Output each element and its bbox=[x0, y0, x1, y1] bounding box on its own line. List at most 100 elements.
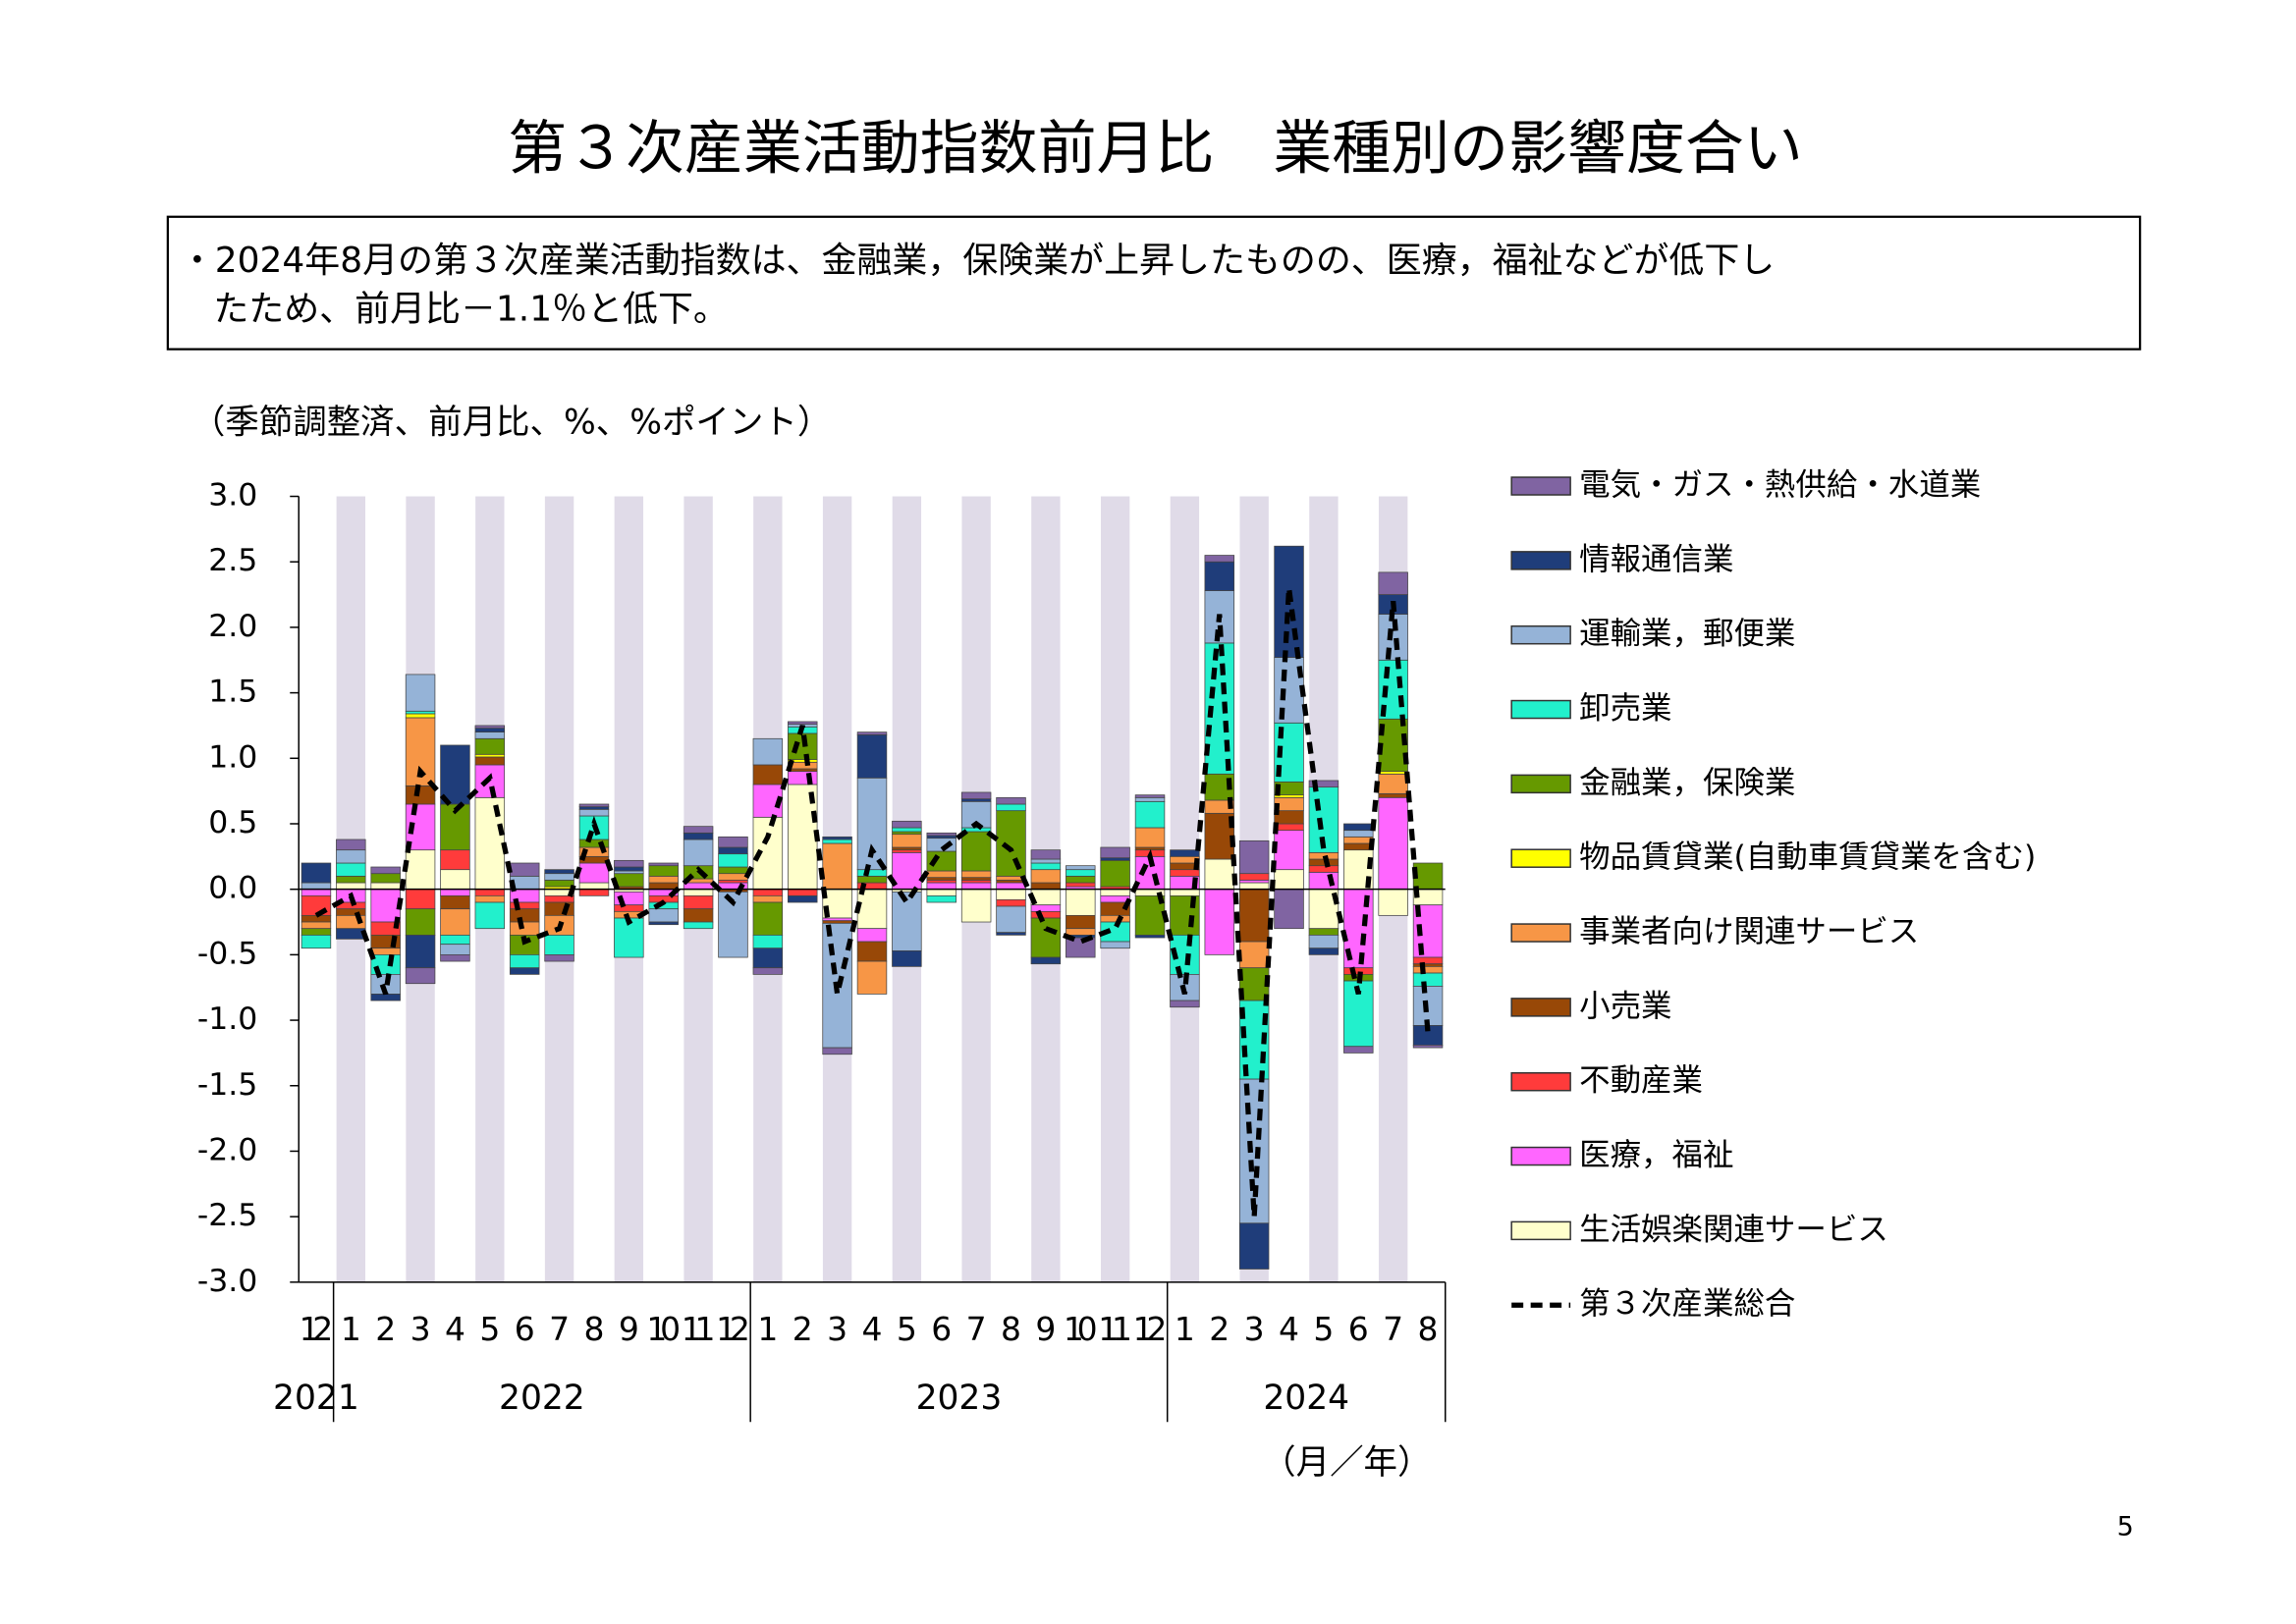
legend-label: 生活娯楽関連サービス bbox=[1579, 1212, 1888, 1247]
bar-segment bbox=[474, 796, 506, 891]
bar-segment bbox=[1378, 796, 1408, 891]
legend-label: 不動産業 bbox=[1579, 1063, 1703, 1099]
bar-segment bbox=[1066, 914, 1096, 930]
bar-segment bbox=[822, 842, 852, 891]
bar-segment bbox=[856, 889, 888, 930]
legend-label: 医療，福祉 bbox=[1579, 1138, 1733, 1173]
bar-segment bbox=[1378, 792, 1408, 798]
bar-segment bbox=[892, 849, 922, 853]
x-tick-label: 8 bbox=[1001, 1310, 1021, 1348]
bar-segment bbox=[648, 875, 679, 884]
bar-segment bbox=[996, 879, 1026, 884]
bar-segment bbox=[1238, 889, 1270, 943]
bar-segment bbox=[892, 827, 922, 833]
bar-segment bbox=[440, 944, 470, 955]
bar-segment bbox=[544, 873, 574, 881]
y-tick-label: 2.0 bbox=[208, 609, 257, 644]
bar-segment bbox=[960, 870, 992, 879]
bar-segment bbox=[996, 803, 1026, 812]
bar-segment bbox=[683, 826, 714, 834]
summary-box bbox=[166, 215, 2142, 351]
y-tick-label: 1.0 bbox=[208, 739, 257, 775]
bar-segment bbox=[1378, 771, 1408, 775]
legend-swatch bbox=[1510, 848, 1571, 868]
bar-segment bbox=[474, 731, 506, 739]
bar-segment bbox=[1066, 882, 1096, 888]
x-tick-label: 1 bbox=[757, 1310, 778, 1348]
legend-swatch bbox=[1510, 1146, 1571, 1166]
x-tick-label: 2 bbox=[1209, 1310, 1230, 1348]
bar-segment bbox=[892, 891, 922, 951]
bar-segment bbox=[509, 954, 540, 969]
bar-segment bbox=[1238, 879, 1270, 884]
bar-segment bbox=[1378, 773, 1408, 794]
bar-segment bbox=[578, 889, 610, 896]
legend-label: 事業者向け関連サービス bbox=[1579, 914, 1919, 949]
bar-segment bbox=[822, 920, 852, 924]
x-tick-label: 5 bbox=[1313, 1310, 1334, 1348]
bar-segment bbox=[683, 908, 714, 923]
bar-segment bbox=[1238, 1222, 1270, 1270]
bar-segment bbox=[440, 954, 470, 962]
x-tick-label: 3 bbox=[1244, 1310, 1265, 1348]
bar-segment bbox=[440, 744, 470, 805]
x-tick-label: 1 bbox=[1175, 1310, 1195, 1348]
legend-swatch bbox=[1510, 774, 1571, 794]
bar-segment bbox=[440, 869, 470, 891]
bar-segment bbox=[1030, 917, 1062, 958]
bar-segment bbox=[1308, 934, 1339, 949]
page-title: 第３次産業活動指数前月比 業種別の影響度合い bbox=[508, 114, 1803, 183]
bar-segment bbox=[474, 753, 506, 758]
legend-swatch bbox=[1510, 1071, 1571, 1092]
bar-segment bbox=[301, 914, 332, 923]
bar-segment bbox=[1170, 869, 1200, 877]
bar-segment bbox=[718, 879, 748, 884]
bar-segment bbox=[996, 889, 1026, 900]
bar-segment bbox=[301, 934, 332, 949]
bar-segment bbox=[474, 756, 506, 766]
bar-segment bbox=[960, 798, 992, 802]
bar-segment bbox=[370, 873, 401, 884]
bar-segment bbox=[683, 894, 714, 910]
bar-segment bbox=[1030, 904, 1062, 912]
bar-segment bbox=[1134, 846, 1166, 851]
bar-segment bbox=[926, 832, 957, 837]
x-tick-label: 4 bbox=[445, 1310, 465, 1348]
bar-segment bbox=[718, 846, 748, 855]
bar-segment bbox=[370, 947, 401, 955]
legend-swatch bbox=[1510, 551, 1571, 570]
bar-segment bbox=[474, 901, 506, 930]
bar-segment bbox=[336, 908, 366, 916]
bar-segment bbox=[856, 960, 888, 995]
bar-segment bbox=[892, 949, 922, 967]
bar-segment bbox=[301, 889, 332, 896]
bar-segment bbox=[996, 905, 1026, 934]
bar-segment bbox=[960, 879, 992, 884]
bar-segment bbox=[1066, 869, 1096, 877]
bar-segment bbox=[1343, 842, 1374, 851]
bar-segment bbox=[926, 882, 957, 891]
bar-segment bbox=[1412, 956, 1444, 965]
x-tick-label: 2 bbox=[375, 1310, 396, 1348]
bar-segment bbox=[822, 839, 852, 844]
bar-segment bbox=[1308, 871, 1339, 891]
bar-segment bbox=[474, 889, 506, 896]
x-tick-label: 5 bbox=[479, 1310, 500, 1348]
bar-segment bbox=[856, 869, 888, 877]
legend-swatch bbox=[1510, 923, 1571, 943]
bar-segment bbox=[1238, 839, 1270, 875]
bar-segment bbox=[926, 889, 957, 896]
year-label: 2023 bbox=[916, 1379, 1003, 1418]
bar-segment bbox=[405, 908, 436, 936]
x-tick-label: 3 bbox=[827, 1310, 847, 1348]
x-tick-label: 6 bbox=[515, 1310, 535, 1348]
bar-segment bbox=[856, 731, 888, 735]
x-tick-label: 12 bbox=[300, 1310, 334, 1348]
bar-segment bbox=[960, 889, 992, 923]
bar-segment bbox=[1030, 849, 1062, 860]
x-tick-label: 2 bbox=[793, 1310, 813, 1348]
bar-segment bbox=[544, 894, 574, 903]
bar-segment bbox=[1030, 882, 1062, 891]
bar-segment bbox=[1170, 1000, 1200, 1008]
